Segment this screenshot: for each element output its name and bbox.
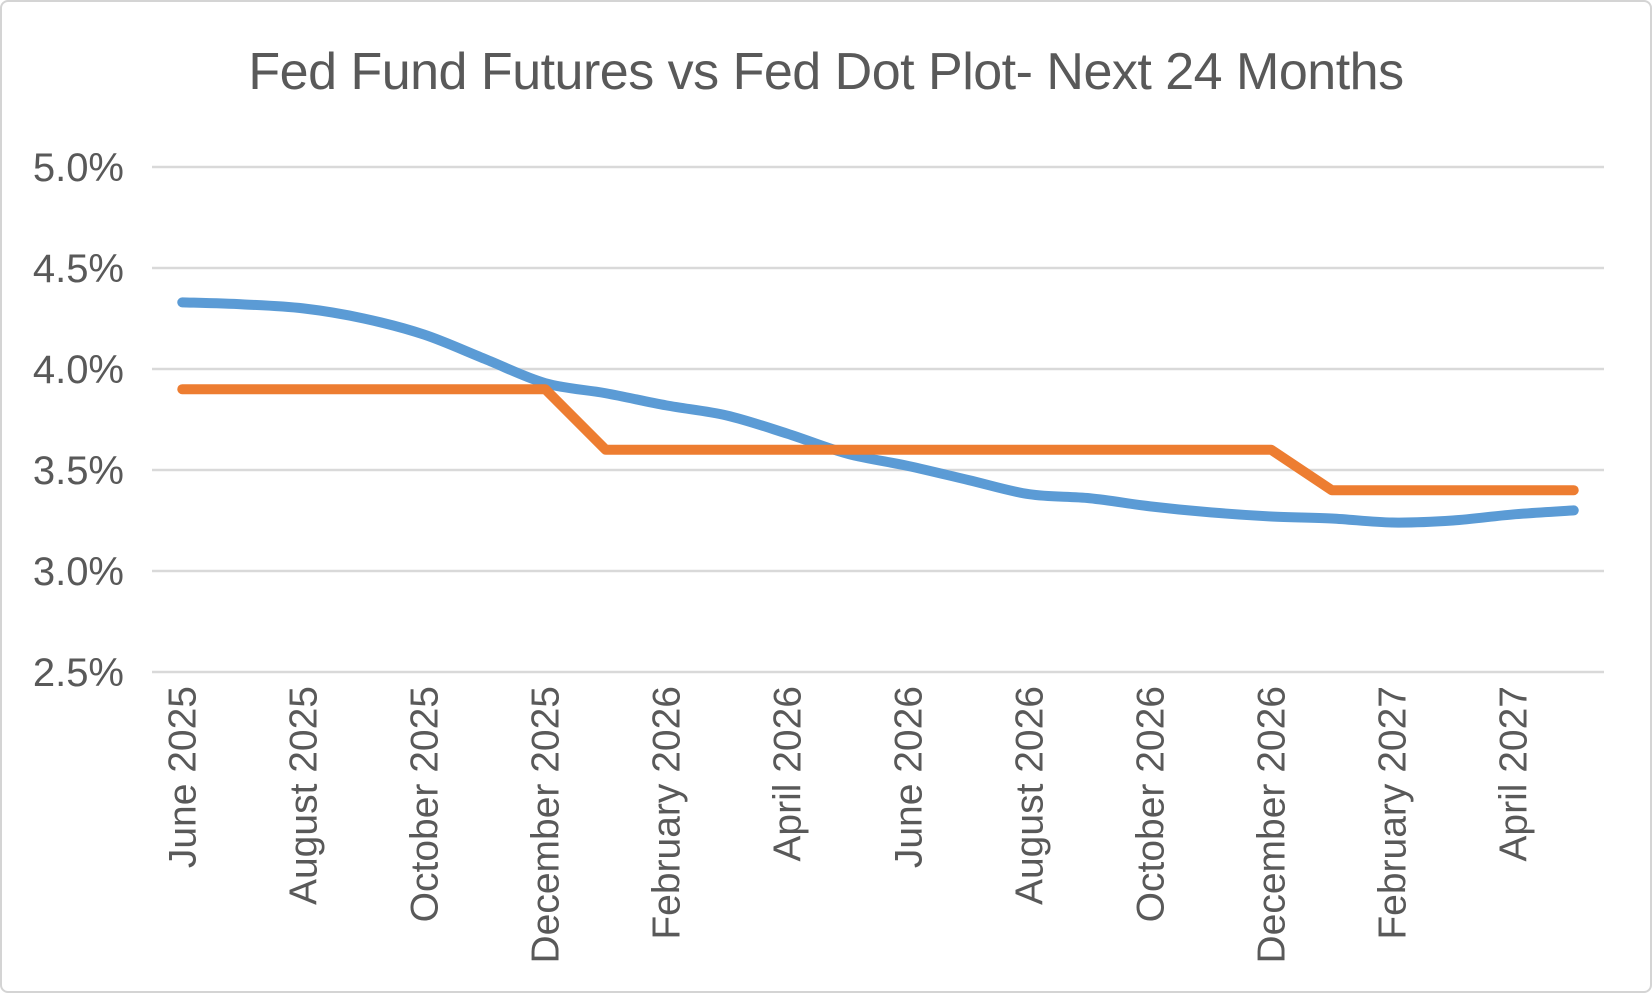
x-axis-tick-label: June 2025	[161, 686, 204, 868]
x-axis-tick-label: February 2026	[645, 686, 688, 940]
y-axis-tick-label: 3.5%	[33, 449, 124, 493]
series-lines	[177, 297, 1579, 528]
series-line-fed-dot-plot	[177, 384, 1579, 496]
x-axis-tick-label: October 2025	[403, 686, 446, 922]
y-axis-tick-label: 5.0%	[33, 146, 124, 190]
x-axis-tick-label: April 2027	[1492, 686, 1535, 862]
x-axis-tick-label: October 2026	[1129, 686, 1172, 922]
y-axis-tick-label: 4.0%	[33, 348, 124, 392]
x-axis-tick-label: February 2027	[1371, 686, 1414, 940]
x-axis-tick-label: August 2025	[282, 686, 325, 905]
series-line-fed-fund-futures	[177, 297, 1579, 528]
x-axis-tick-label: August 2026	[1008, 686, 1051, 905]
chart-title: Fed Fund Futures vs Fed Dot Plot- Next 2…	[248, 43, 1404, 101]
x-axis-tick-label: December 2026	[1250, 686, 1293, 964]
x-axis-tick-label: December 2025	[524, 686, 567, 964]
x-axis-tick-labels: June 2025 August 2025 October 2025 December…	[161, 686, 1535, 964]
y-axis-tick-label: 4.5%	[33, 247, 124, 291]
x-axis-tick-label: June 2026	[887, 686, 930, 868]
y-axis-tick-labels: 5.0% 4.5% 4.0% 3.5% 3.0% 2.5%	[33, 146, 124, 695]
y-axis-tick-label: 3.0%	[33, 550, 124, 594]
gridlines	[152, 165, 1604, 674]
x-axis-tick-label: April 2026	[766, 686, 809, 862]
y-axis-tick-label: 2.5%	[33, 651, 124, 695]
